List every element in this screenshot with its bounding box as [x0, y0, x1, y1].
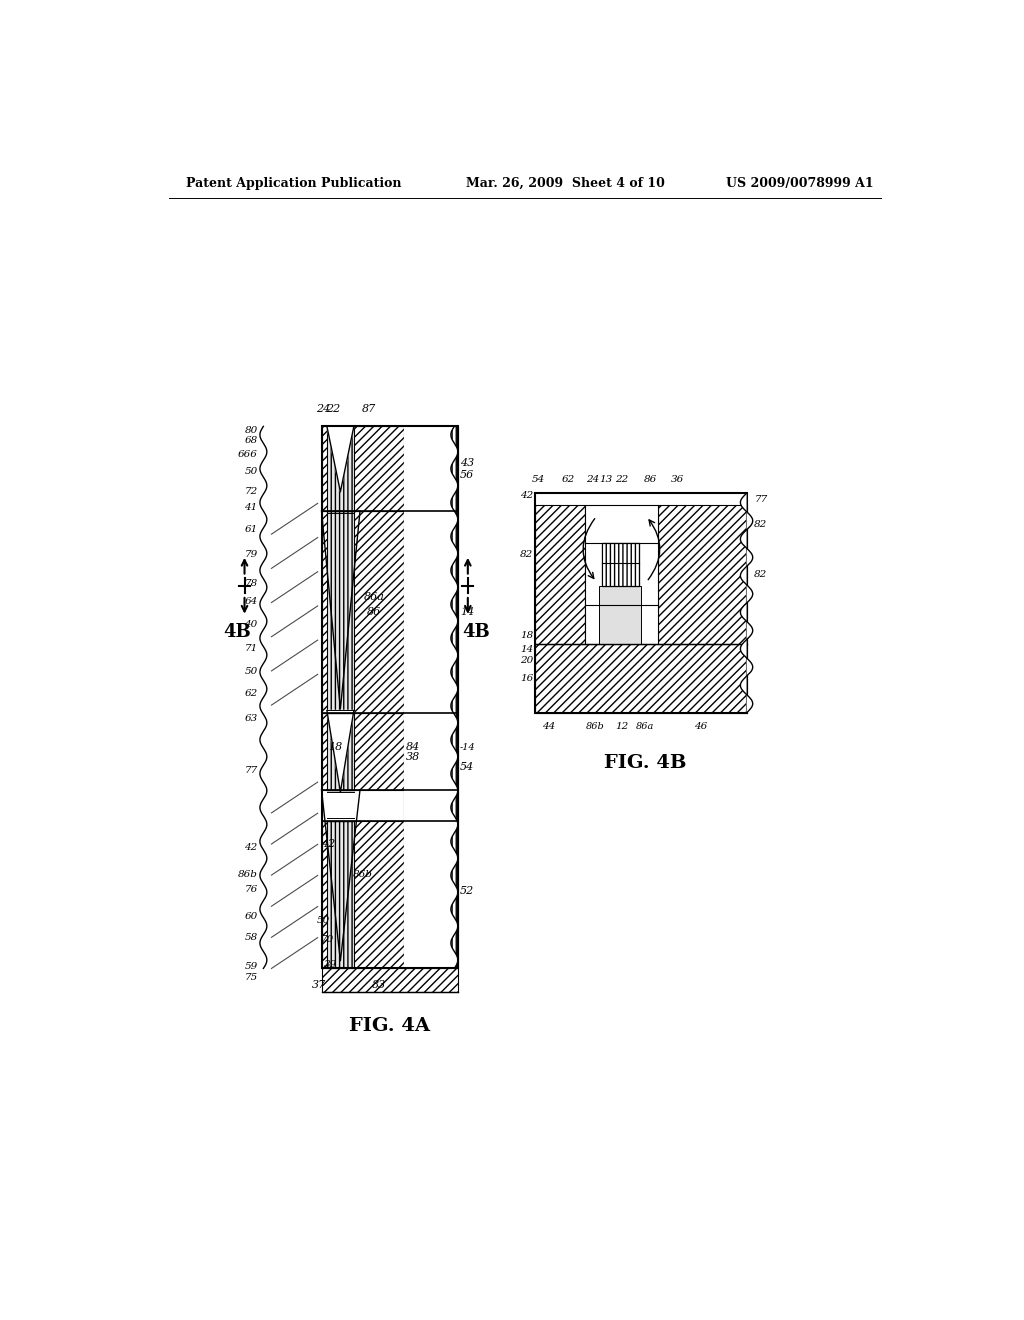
- Text: 24: 24: [586, 475, 599, 484]
- Text: 43: 43: [460, 458, 474, 467]
- Bar: [327, 713, 354, 789]
- Text: 86b: 86b: [238, 870, 258, 879]
- Text: 79: 79: [245, 550, 258, 560]
- Text: 20: 20: [520, 656, 534, 665]
- Text: 75: 75: [245, 973, 258, 982]
- Bar: [322, 511, 403, 713]
- Text: 666: 666: [238, 450, 258, 459]
- Text: 14: 14: [460, 607, 474, 616]
- Bar: [599, 586, 641, 644]
- Text: -14: -14: [460, 743, 476, 752]
- Polygon shape: [327, 426, 354, 492]
- Text: 37: 37: [312, 981, 327, 990]
- Bar: [658, 504, 746, 644]
- Text: FIG. 4B: FIG. 4B: [604, 754, 686, 772]
- Text: 14: 14: [520, 645, 534, 655]
- Text: 16: 16: [520, 673, 534, 682]
- Text: 59: 59: [245, 962, 258, 970]
- Text: 22: 22: [615, 475, 629, 484]
- Text: 44: 44: [542, 722, 555, 731]
- Text: 76: 76: [245, 886, 258, 895]
- Text: 71: 71: [245, 644, 258, 653]
- Bar: [322, 426, 458, 969]
- Text: 64: 64: [245, 597, 258, 606]
- Text: 87: 87: [362, 404, 377, 414]
- Text: 18: 18: [520, 631, 534, 640]
- Text: 80: 80: [245, 426, 258, 434]
- Text: FIG. 4A: FIG. 4A: [349, 1018, 430, 1035]
- Text: 39: 39: [325, 960, 337, 969]
- Polygon shape: [740, 494, 753, 713]
- Text: Patent Application Publication: Patent Application Publication: [186, 177, 401, 190]
- Text: 12: 12: [615, 722, 629, 731]
- Text: 72: 72: [245, 487, 258, 495]
- Text: 4B: 4B: [223, 623, 252, 642]
- Bar: [602, 544, 639, 562]
- Polygon shape: [260, 426, 322, 969]
- Text: 63: 63: [245, 714, 258, 723]
- Text: 38: 38: [407, 752, 421, 763]
- Bar: [322, 713, 403, 789]
- Text: 86a: 86a: [364, 591, 385, 602]
- Bar: [602, 544, 639, 586]
- Bar: [322, 969, 458, 991]
- Text: 13: 13: [599, 475, 612, 484]
- Text: 42: 42: [245, 843, 258, 851]
- Text: 41: 41: [245, 503, 258, 512]
- Text: 78: 78: [245, 579, 258, 587]
- Text: 22: 22: [326, 404, 340, 414]
- Text: 61: 61: [245, 525, 258, 535]
- Bar: [322, 426, 403, 511]
- Text: 86: 86: [368, 607, 381, 616]
- Text: US 2009/0078999 A1: US 2009/0078999 A1: [726, 177, 873, 190]
- Bar: [327, 426, 354, 511]
- Text: 58: 58: [245, 933, 258, 942]
- Bar: [602, 544, 639, 586]
- Text: 62: 62: [245, 689, 258, 698]
- Text: 50: 50: [245, 668, 258, 676]
- Bar: [403, 426, 458, 969]
- Text: 24: 24: [316, 404, 330, 414]
- Text: 42: 42: [520, 491, 534, 500]
- Bar: [535, 494, 746, 713]
- Text: 54: 54: [460, 762, 474, 772]
- Text: 46: 46: [693, 722, 707, 731]
- Text: 42: 42: [321, 838, 335, 849]
- Text: 84: 84: [407, 742, 421, 752]
- Bar: [327, 511, 354, 713]
- Polygon shape: [403, 426, 458, 969]
- Bar: [535, 504, 585, 644]
- Text: 86b: 86b: [587, 722, 605, 731]
- Text: 50: 50: [245, 467, 258, 477]
- Text: 82: 82: [520, 550, 534, 560]
- Text: 86a: 86a: [636, 722, 654, 731]
- Bar: [327, 821, 354, 969]
- Text: 18: 18: [329, 742, 342, 752]
- Text: 52: 52: [460, 886, 474, 896]
- Polygon shape: [327, 710, 354, 792]
- Text: 36: 36: [671, 475, 684, 484]
- Text: 4B: 4B: [463, 623, 490, 642]
- Text: 56: 56: [460, 470, 474, 480]
- Text: Mar. 26, 2009  Sheet 4 of 10: Mar. 26, 2009 Sheet 4 of 10: [466, 177, 665, 190]
- Text: 40: 40: [245, 620, 258, 628]
- Bar: [535, 644, 746, 713]
- Text: 86: 86: [644, 475, 657, 484]
- Text: 82: 82: [755, 520, 768, 528]
- Text: 54: 54: [532, 475, 546, 484]
- Bar: [602, 562, 639, 605]
- Bar: [585, 504, 658, 644]
- Text: 60: 60: [245, 912, 258, 921]
- Text: 62: 62: [561, 475, 574, 484]
- Text: 50: 50: [316, 916, 330, 925]
- Text: 83: 83: [372, 981, 386, 990]
- Text: 77: 77: [755, 495, 768, 504]
- Text: 68: 68: [245, 436, 258, 445]
- Text: 77: 77: [245, 766, 258, 775]
- Text: 70: 70: [321, 936, 334, 944]
- Bar: [322, 821, 403, 969]
- Text: 86b: 86b: [353, 870, 373, 879]
- Text: 82: 82: [755, 570, 768, 578]
